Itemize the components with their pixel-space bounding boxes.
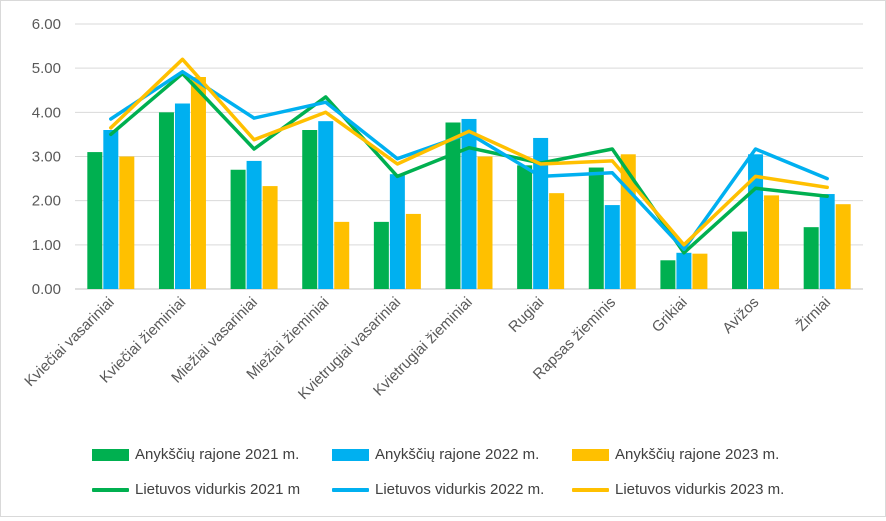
bar — [389, 174, 405, 289]
bar — [517, 165, 533, 289]
bar — [87, 152, 103, 289]
bar — [803, 227, 819, 289]
bar — [604, 205, 620, 289]
y-axis-ticks: 0.00 1.00 2.00 3.00 4.00 5.00 6.00 — [32, 16, 61, 298]
lines-group — [109, 57, 829, 255]
legend-label: Lietuvos vidurkis 2023 m. — [615, 481, 785, 498]
bar — [262, 186, 278, 289]
bar — [334, 221, 350, 289]
bar — [174, 103, 190, 289]
x-tick-label: Avižos — [719, 294, 762, 337]
legend-label: Anykščių rajone 2022 m. — [375, 446, 540, 463]
series-line — [109, 69, 829, 252]
bar — [748, 154, 764, 289]
bar — [373, 221, 389, 289]
bar — [230, 169, 246, 289]
x-tick-label: Rugiai — [505, 294, 547, 336]
legend-swatch — [332, 487, 369, 492]
y-tick-label: 4.00 — [32, 104, 61, 121]
y-tick-label: 0.00 — [32, 281, 61, 298]
series-line — [109, 57, 829, 247]
bar — [119, 156, 135, 289]
legend-item-bar-2022: Anykščių rajone 2022 m. — [332, 446, 539, 463]
bar — [692, 253, 708, 289]
y-tick-label: 1.00 — [32, 237, 61, 254]
legend-label: Lietuvos vidurkis 2021 m — [135, 481, 301, 498]
y-tick-label: 5.00 — [32, 60, 61, 77]
x-tick-label: Grikiai — [649, 294, 691, 336]
y-tick-label: 2.00 — [32, 193, 61, 210]
legend-label: Anykščių rajone 2023 m. — [615, 446, 780, 463]
bar — [246, 160, 262, 289]
bar — [660, 260, 676, 289]
bar — [588, 167, 604, 289]
legend-item-line-2021: Lietuvos vidurkis 2021 m — [92, 481, 300, 498]
bar — [103, 130, 119, 289]
bar — [461, 118, 477, 289]
bar — [302, 130, 318, 289]
legend-swatch — [92, 448, 129, 461]
legend-item-line-2022: Lietuvos vidurkis 2022 m. — [332, 481, 544, 498]
bar — [318, 121, 334, 290]
legend-item-bar-2023: Anykščių rajone 2023 m. — [572, 446, 779, 463]
bar — [190, 77, 206, 289]
legend-item-line-2023: Lietuvos vidurkis 2023 m. — [572, 481, 784, 498]
legend-swatch — [332, 448, 369, 461]
bar — [764, 195, 780, 289]
y-tick-label: 3.00 — [32, 149, 61, 166]
bar — [819, 194, 835, 289]
bars-group — [87, 77, 851, 290]
bar — [158, 112, 174, 289]
bar — [477, 156, 493, 289]
legend-swatch — [572, 487, 609, 492]
series-line — [109, 71, 829, 255]
bar — [405, 213, 421, 289]
y-tick-label: 6.00 — [32, 16, 61, 33]
bar — [732, 231, 748, 289]
legend-label: Lietuvos vidurkis 2022 m. — [375, 481, 545, 498]
legend-label: Anykščių rajone 2021 m. — [135, 446, 300, 463]
bar — [445, 122, 461, 289]
legend-swatch — [572, 448, 609, 461]
bar — [835, 204, 851, 289]
legend-swatch — [92, 487, 129, 492]
bar — [676, 252, 692, 289]
legend-item-bar-2021: Anykščių rajone 2021 m. — [92, 446, 299, 463]
bar — [549, 193, 565, 289]
x-tick-label: Žirniai — [793, 294, 834, 335]
